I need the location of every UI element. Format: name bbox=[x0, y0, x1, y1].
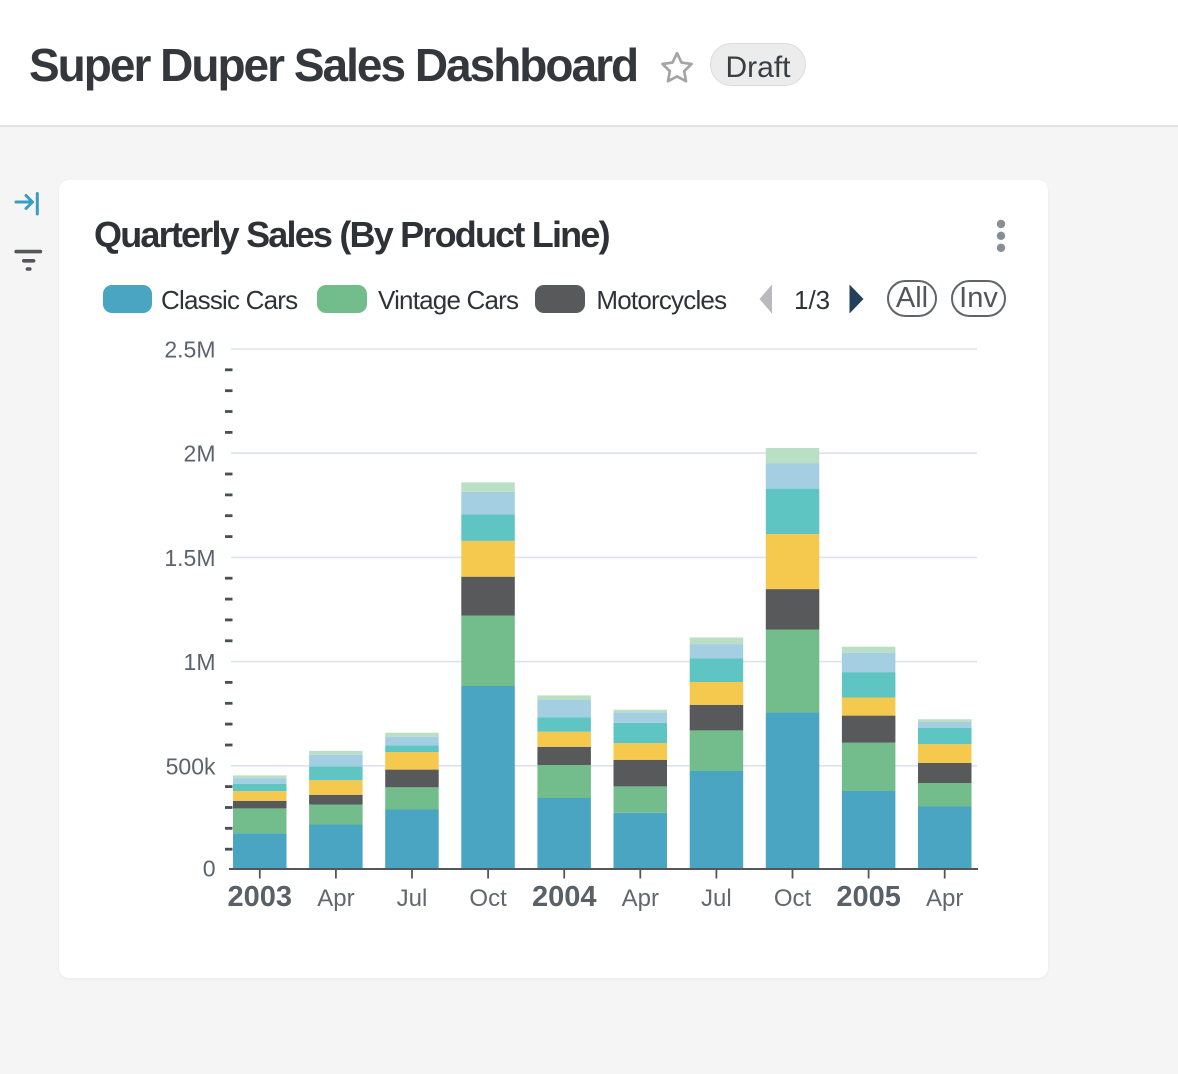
svg-text:Jul: Jul bbox=[397, 885, 428, 912]
svg-text:1M: 1M bbox=[184, 649, 216, 675]
svg-text:Apr: Apr bbox=[317, 885, 354, 912]
svg-text:2.5M: 2.5M bbox=[164, 337, 215, 363]
svg-text:500k: 500k bbox=[166, 753, 216, 779]
svg-text:0: 0 bbox=[203, 856, 216, 882]
svg-text:1.5M: 1.5M bbox=[164, 545, 215, 571]
svg-text:Apr: Apr bbox=[926, 885, 963, 912]
svg-text:Jul: Jul bbox=[701, 885, 732, 912]
svg-text:2005: 2005 bbox=[836, 881, 901, 913]
svg-text:2M: 2M bbox=[184, 441, 216, 467]
svg-text:2004: 2004 bbox=[532, 881, 597, 913]
svg-text:Oct: Oct bbox=[774, 885, 812, 912]
svg-text:Apr: Apr bbox=[622, 885, 659, 912]
svg-text:Oct: Oct bbox=[469, 885, 507, 912]
svg-text:2003: 2003 bbox=[228, 881, 293, 913]
